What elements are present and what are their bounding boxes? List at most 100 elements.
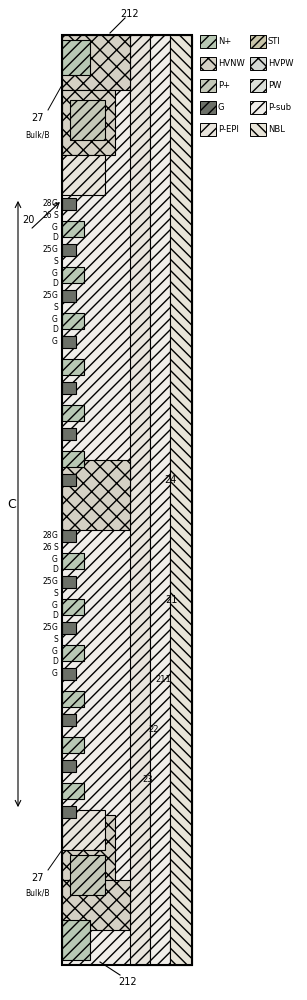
- Text: 211: 211: [155, 676, 171, 684]
- Text: S: S: [53, 211, 58, 220]
- Text: G: G: [52, 600, 58, 609]
- Text: 212: 212: [121, 9, 139, 19]
- Text: G: G: [52, 624, 58, 633]
- Text: HVNW: HVNW: [218, 58, 245, 68]
- Bar: [62, 815, 115, 880]
- Text: D: D: [52, 279, 58, 288]
- Text: D: D: [52, 658, 58, 666]
- Bar: [62, 35, 192, 965]
- Bar: [62, 783, 84, 799]
- Text: 20: 20: [22, 215, 34, 225]
- Bar: [62, 405, 84, 421]
- Bar: [62, 668, 76, 680]
- Bar: [200, 79, 216, 92]
- Text: G: G: [52, 647, 58, 656]
- Bar: [62, 221, 84, 237]
- Bar: [62, 198, 76, 210]
- Bar: [250, 101, 266, 114]
- Text: D: D: [52, 611, 58, 620]
- Text: 27: 27: [32, 113, 44, 123]
- Text: G: G: [52, 200, 58, 209]
- Bar: [250, 35, 266, 48]
- Text: NBL: NBL: [268, 124, 285, 133]
- Bar: [62, 428, 76, 440]
- Text: G: G: [52, 532, 58, 540]
- Text: D: D: [52, 566, 58, 574]
- Text: P-sub: P-sub: [268, 103, 291, 111]
- Text: G: G: [218, 103, 224, 111]
- Bar: [250, 79, 266, 92]
- Text: 25: 25: [42, 245, 52, 254]
- Text: D: D: [52, 233, 58, 242]
- Bar: [70, 855, 105, 895]
- Bar: [62, 553, 84, 569]
- Text: 26: 26: [42, 542, 52, 552]
- Bar: [62, 336, 76, 348]
- Text: HVPW: HVPW: [268, 58, 293, 68]
- Text: N+: N+: [218, 36, 231, 45]
- Text: S: S: [53, 635, 58, 644]
- Text: D: D: [52, 326, 58, 334]
- Text: 24: 24: [164, 475, 176, 485]
- Text: G: G: [52, 292, 58, 300]
- Bar: [62, 290, 76, 302]
- Bar: [150, 35, 170, 965]
- Text: 25: 25: [42, 292, 52, 300]
- Bar: [62, 35, 130, 90]
- Text: P+: P+: [218, 81, 230, 90]
- Text: 28: 28: [42, 200, 52, 209]
- Bar: [62, 382, 76, 394]
- Text: S: S: [53, 588, 58, 597]
- Text: G: G: [52, 245, 58, 254]
- Bar: [62, 35, 192, 965]
- Bar: [250, 123, 266, 136]
- Bar: [62, 40, 90, 75]
- Text: PW: PW: [268, 81, 282, 90]
- Text: 22: 22: [148, 726, 158, 734]
- Text: 26: 26: [42, 211, 52, 220]
- Bar: [200, 101, 216, 114]
- Text: G: G: [52, 578, 58, 586]
- Text: C: C: [8, 497, 16, 510]
- Bar: [130, 35, 150, 965]
- Bar: [62, 645, 84, 661]
- Text: 28: 28: [42, 532, 52, 540]
- Text: S: S: [53, 256, 58, 265]
- Bar: [250, 57, 266, 70]
- Bar: [62, 760, 76, 772]
- Bar: [62, 451, 84, 467]
- Text: 25: 25: [42, 578, 52, 586]
- Bar: [62, 576, 76, 588]
- Text: STI: STI: [268, 36, 281, 45]
- Text: G: G: [52, 268, 58, 277]
- Bar: [62, 474, 76, 486]
- Text: G: G: [52, 554, 58, 564]
- Bar: [70, 100, 105, 140]
- Bar: [62, 313, 84, 329]
- Bar: [62, 810, 105, 850]
- Bar: [170, 35, 192, 965]
- Text: 23: 23: [142, 776, 153, 784]
- Bar: [62, 806, 76, 818]
- Bar: [62, 460, 130, 530]
- Text: G: G: [52, 338, 58, 347]
- Text: 25: 25: [42, 624, 52, 633]
- Text: G: G: [52, 314, 58, 324]
- Text: S: S: [53, 302, 58, 312]
- Text: G: G: [52, 670, 58, 678]
- Text: Bulk/B: Bulk/B: [25, 130, 50, 139]
- Bar: [62, 244, 76, 256]
- Text: P-EPI: P-EPI: [218, 124, 239, 133]
- Text: G: G: [52, 223, 58, 232]
- Bar: [62, 90, 115, 155]
- Text: S: S: [53, 542, 58, 552]
- Bar: [62, 920, 90, 960]
- Bar: [200, 57, 216, 70]
- Bar: [62, 530, 76, 542]
- Bar: [62, 737, 84, 753]
- Bar: [62, 267, 84, 283]
- Bar: [200, 123, 216, 136]
- Bar: [62, 691, 84, 707]
- Text: Bulk/B: Bulk/B: [25, 888, 50, 898]
- Bar: [62, 359, 84, 375]
